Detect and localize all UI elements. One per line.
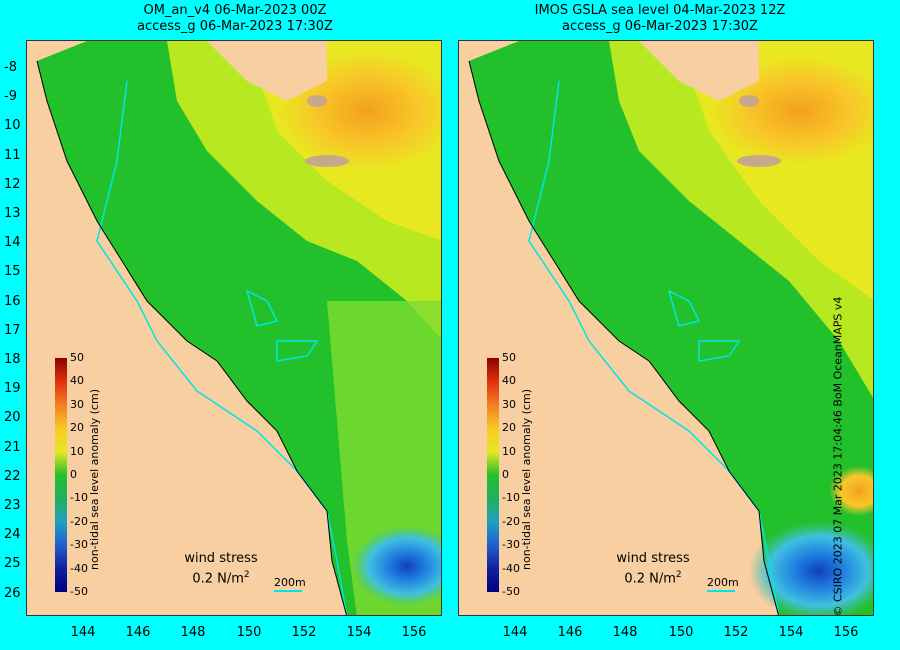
island-2 <box>305 155 349 167</box>
y-tick-label: 16 <box>4 293 21 309</box>
island-1 <box>739 95 759 107</box>
right-wind-value: 0.2 N/m2 <box>624 570 682 587</box>
x-tick-label: 156 <box>401 625 427 640</box>
colorbar-tick: 30 <box>70 397 84 411</box>
colorbar-tick: -40 <box>70 561 88 575</box>
colorbar-tick: -50 <box>502 585 520 598</box>
y-tick-label: 25 <box>4 556 21 572</box>
orange-high-east <box>829 466 873 516</box>
right-scale-bar: 200m <box>707 576 739 592</box>
colorbar-tick: -10 <box>502 491 520 505</box>
left-wind-title: wind stress <box>184 551 258 566</box>
x-tick-label: 152 <box>723 625 749 640</box>
right-panel-title: IMOS GSLA sea level 04-Mar-2023 12Z acce… <box>490 3 830 35</box>
island-2 <box>737 155 781 167</box>
colorbar-tick: 0 <box>502 468 509 481</box>
blue-low <box>749 521 873 615</box>
y-tick-label: 15 <box>4 264 21 280</box>
right-title-line1: IMOS GSLA sea level 04-Mar-2023 12Z <box>534 3 786 18</box>
left-panel-title: OM_an_v4 06-Mar-2023 00Z access_g 06-Mar… <box>70 3 400 35</box>
colorbar-tick: -50 <box>70 585 88 598</box>
y-tick-label: 13 <box>4 206 21 221</box>
y-tick-label: 10 <box>4 118 21 134</box>
x-tick-label: 148 <box>612 625 638 640</box>
colorbar-tick: 50 <box>502 351 516 364</box>
reef-line <box>528 80 780 615</box>
colorbar-tick: 50 <box>70 351 84 364</box>
y-tick-label: 17 <box>4 322 21 338</box>
x-tick-label: 146 <box>557 625 583 640</box>
left-title-line2: access_g 06-Mar-2023 17:30Z <box>137 19 333 34</box>
reef-line <box>96 80 348 615</box>
x-tick-label: 144 <box>70 625 96 640</box>
left-wind-stress-label: wind stress 0.2 N/m2 <box>176 551 266 587</box>
x-tick-label: 150 <box>668 625 694 640</box>
island-1 <box>307 95 327 107</box>
left-colorbar <box>55 358 67 592</box>
x-tick-label: 146 <box>125 625 151 640</box>
left-wind-value: 0.2 N/m2 <box>192 570 250 587</box>
colorbar-tick: -20 <box>502 514 520 528</box>
colorbar-tick: 10 <box>70 444 84 458</box>
right-map-svg <box>459 41 873 615</box>
y-tick-label: 11 <box>4 147 21 163</box>
x-tick-label: 156 <box>833 625 859 640</box>
y-tick-label: 18 <box>4 352 21 367</box>
right-colorbar <box>487 358 499 592</box>
colorbar-tick: 10 <box>502 444 516 458</box>
colorbar-tick: -30 <box>70 538 88 552</box>
y-tick-label: 12 <box>4 176 21 192</box>
y-tick-label: 20 <box>4 410 21 426</box>
y-tick-label: 21 <box>4 439 21 455</box>
y-tick-label: 24 <box>4 527 21 543</box>
blue-low <box>352 526 441 606</box>
png-landmass <box>639 41 759 101</box>
x-tick-label: 154 <box>778 625 804 640</box>
x-tick-label: 144 <box>502 625 528 640</box>
reef-patches <box>245 289 319 362</box>
y-tick-label: 14 <box>4 235 21 251</box>
colorbar-tick: -10 <box>70 491 88 505</box>
y-tick-label: -9 <box>4 89 17 105</box>
right-wind-stress-label: wind stress 0.2 N/m2 <box>608 551 698 587</box>
y-tick-label: -8 <box>4 60 17 75</box>
left-title-line1: OM_an_v4 06-Mar-2023 00Z <box>143 3 327 18</box>
left-map-svg <box>27 41 441 615</box>
colorbar-tick: 20 <box>70 421 84 435</box>
colorbar-tick: 40 <box>70 374 84 388</box>
right-title-line2: access_g 06-Mar-2023 17:30Z <box>562 19 758 34</box>
png-landmass <box>207 41 327 101</box>
colorbar-tick: -30 <box>502 538 520 552</box>
right-map-panel[interactable] <box>458 40 874 616</box>
left-colorbar-label: non-tidal sea level anomaly (cm) <box>88 389 101 570</box>
left-scale-bar: 200m <box>274 576 306 592</box>
colorbar-tick: 30 <box>502 397 516 411</box>
colorbar-tick: -40 <box>502 561 520 575</box>
y-tick-label: 22 <box>4 468 21 484</box>
reef-patches <box>667 289 741 362</box>
y-tick-label: 23 <box>4 498 21 513</box>
right-scale-label: 200m <box>707 576 739 589</box>
x-tick-label: 150 <box>236 625 262 640</box>
coastline <box>468 60 779 615</box>
colorbar-tick: -20 <box>70 514 88 528</box>
colorbar-tick: 40 <box>502 374 516 388</box>
y-tick-label: 26 <box>4 585 21 601</box>
right-colorbar-label: non-tidal sea level anomaly (cm) <box>520 389 533 570</box>
coastline <box>36 60 347 615</box>
x-tick-label: 152 <box>291 625 317 640</box>
credit-text: © CSIRO 2023 07 Mar 2023 17:04:46 BoM Oc… <box>831 296 845 617</box>
x-tick-label: 148 <box>180 625 206 640</box>
right-wind-title: wind stress <box>616 551 690 566</box>
left-map-panel[interactable] <box>26 40 442 616</box>
x-tick-label: 154 <box>346 625 372 640</box>
left-scale-label: 200m <box>274 576 306 589</box>
y-tick-label: 19 <box>4 381 21 397</box>
colorbar-tick: 0 <box>70 468 77 481</box>
colorbar-tick: 20 <box>502 421 516 435</box>
